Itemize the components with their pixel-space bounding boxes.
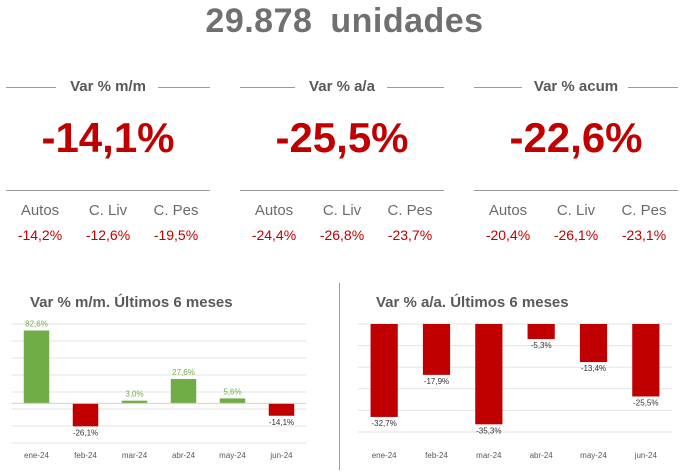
kpi-mm-sub-name: Autos <box>20 202 60 219</box>
data-label: -26,1% <box>73 428 98 437</box>
chart-divider <box>339 283 340 470</box>
kpi-aa-sub-value: -26,8% <box>319 227 365 243</box>
x-tick-label: mar-24 <box>122 451 148 460</box>
bar <box>422 324 451 375</box>
data-label: -17,9% <box>424 377 449 386</box>
kpi-acum-sub-name: Autos <box>488 202 528 219</box>
kpi-aa-sub-value: -23,7% <box>387 227 433 243</box>
data-label: -14,1% <box>269 418 294 427</box>
kpi-aa-sub-name: C. Liv <box>322 202 362 219</box>
bar <box>219 398 246 404</box>
bar <box>370 324 398 417</box>
data-label: -25,5% <box>633 398 658 407</box>
kpi-acum-label: Var % acum <box>533 78 619 95</box>
bar <box>268 403 295 416</box>
kpi-acum-value: -22,6% <box>509 114 643 161</box>
data-label: 3,0% <box>125 390 143 399</box>
kpi-aa-sub-value: -24,4% <box>251 227 297 243</box>
chart-mm-title: Var % m/m. Últimos 6 meses <box>30 294 233 311</box>
kpi-mm: Var % m/m -14,1% Autos -14,2% C. Liv -12,6… <box>6 74 210 243</box>
data-label: -32,7% <box>371 419 396 428</box>
chart-mm: 82,6% ene-24 -26,1% feb-24 3,0% mar-24 27,6% ab… <box>12 320 306 460</box>
kpi-acum-sub-value: -23,1% <box>621 227 667 243</box>
data-label: 27,6% <box>172 368 195 377</box>
kpi-acum-sub-name: C. Liv <box>556 202 596 219</box>
data-label: -13,4% <box>581 364 606 373</box>
kpi-mm-sub-value: -19,5% <box>153 227 199 243</box>
bar <box>121 400 148 404</box>
kpi-aa-sub-name: Autos <box>254 202 294 219</box>
kpi-acum-sub-value: -20,4% <box>485 227 531 243</box>
x-tick-label: mar-24 <box>476 451 502 460</box>
data-label: -5,3% <box>531 341 552 350</box>
kpi-aa-sub-name: C. Pes <box>387 202 433 219</box>
kpi-mm-label: Var % m/m <box>70 78 146 95</box>
bar <box>475 324 503 425</box>
kpi-mm-sub-name: C. Pes <box>153 202 199 219</box>
kpi-aa: Var % a/a -25,5% Autos -24,4% C. Liv -26,8… <box>240 74 444 243</box>
data-label: 82,6% <box>25 320 48 329</box>
bar <box>527 324 555 340</box>
x-tick-label: abr-24 <box>172 451 196 460</box>
x-tick-label: ene-24 <box>372 451 397 460</box>
x-tick-label: feb-24 <box>425 451 448 460</box>
kpi-acum-sub-value: -26,1% <box>553 227 599 243</box>
kpi-aa-value: -25,5% <box>275 114 409 161</box>
chart-aa-title: Var % a/a. Últimos 6 meses <box>376 294 569 311</box>
kpi-mm-sub-value: -14,2% <box>17 227 63 243</box>
x-tick-label: feb-24 <box>74 451 97 460</box>
kpi-mm-value: -14,1% <box>41 114 175 161</box>
bar <box>23 330 50 404</box>
chart-aa: -32,7% ene-24 -17,9% feb-24 -35,3% mar-24 -5,3… <box>358 323 672 460</box>
headline-total-units: 29.878 unidades <box>205 2 484 40</box>
x-tick-label: ene-24 <box>24 451 49 460</box>
bar <box>72 403 99 427</box>
x-tick-label: jun-24 <box>269 451 293 460</box>
data-label: 5,6% <box>223 387 241 396</box>
kpi-aa-label: Var % a/a <box>309 78 375 95</box>
x-tick-label: may-24 <box>580 451 607 460</box>
bar <box>579 324 608 363</box>
data-label: -35,3% <box>476 426 501 435</box>
x-tick-label: jun-24 <box>634 451 658 460</box>
bar <box>632 324 660 397</box>
x-tick-label: abr-24 <box>530 451 554 460</box>
kpi-mm-sub-name: C. Liv <box>88 202 128 219</box>
bar <box>170 379 197 404</box>
x-tick-label: may-24 <box>219 451 246 460</box>
kpi-mm-sub-value: -12,6% <box>85 227 131 243</box>
kpi-acum: Var % acum -22,6% Autos -20,4% C. Liv -26,… <box>474 74 678 243</box>
kpi-acum-sub-name: C. Pes <box>621 202 667 219</box>
